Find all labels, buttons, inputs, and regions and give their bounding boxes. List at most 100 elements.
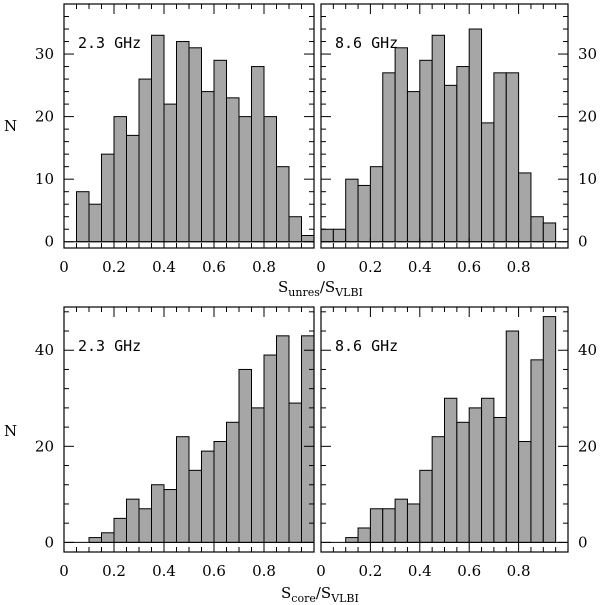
x-tick-label: 0.4 <box>408 258 432 276</box>
histogram-bar <box>88 537 102 543</box>
y-tick-label: 0 <box>44 533 54 551</box>
histogram-bar <box>301 234 315 243</box>
y-tick-label: 0 <box>578 533 588 551</box>
histogram-bar <box>163 103 177 243</box>
histogram-bar <box>357 527 371 543</box>
histogram-bar <box>151 34 165 243</box>
histogram-bar <box>530 216 544 243</box>
bottom-xlabel-sub2: VLBI <box>330 592 359 605</box>
histogram-bar <box>138 78 152 243</box>
histogram-bar <box>406 503 421 543</box>
y-tick-label: 20 <box>35 437 54 455</box>
histogram-bar <box>518 172 532 243</box>
histogram-bar <box>369 166 384 243</box>
panel-top-left: 0 0.2 0.4 0.6 0.8 0 10 20 30 2.3 GHz <box>35 3 315 276</box>
x-tick-label: 0.6 <box>202 258 226 276</box>
x-tick-label: 0 <box>59 562 69 580</box>
histogram-bar <box>444 84 458 243</box>
top-xlabel-sub1: unres <box>288 286 320 299</box>
histogram-bar <box>505 72 520 243</box>
histogram-bar <box>542 222 557 243</box>
bottom-xlabel-sub1: core <box>291 592 316 605</box>
histogram-bar <box>419 59 433 243</box>
histogram-bar <box>176 41 190 243</box>
y-tick-label: 0 <box>578 233 588 251</box>
x-tick-label: 0.4 <box>152 562 176 580</box>
y-tick-label: 10 <box>578 170 597 188</box>
histogram-bar <box>201 91 215 243</box>
histogram-bar <box>357 184 371 243</box>
histogram-bar <box>320 228 334 243</box>
histogram-bar <box>263 354 277 543</box>
histogram-bar <box>493 416 507 543</box>
x-tick-label: 0.8 <box>252 562 276 580</box>
x-tick-label: 0.2 <box>358 562 382 580</box>
histogram-bar <box>481 397 495 543</box>
bottom-xlabel: Score/SVLBI <box>281 584 359 605</box>
histogram-bar <box>263 116 277 243</box>
histogram-bar <box>288 402 302 543</box>
frequency-annotation: 2.3 GHz <box>78 337 141 355</box>
x-tick-label: 0.8 <box>507 258 531 276</box>
histogram-bar <box>251 66 265 243</box>
histogram-bar <box>188 47 202 243</box>
x-tick-label: 0.4 <box>152 258 176 276</box>
histogram-bar <box>276 335 290 543</box>
histogram-bar <box>138 508 152 543</box>
histogram-bar <box>419 469 433 543</box>
x-tick-label: 0.8 <box>507 562 531 580</box>
histogram-bar <box>394 47 408 243</box>
panel-bottom-right: 0 0.2 0.4 0.6 0.8 0 20 40 8.6 GHz <box>316 306 597 580</box>
histogram-bar <box>101 532 115 543</box>
histogram-bar <box>88 203 102 243</box>
x-tick-label: 0 <box>316 258 326 276</box>
histogram-bar <box>251 407 265 543</box>
histogram-bar <box>76 191 90 243</box>
histogram-bar <box>345 537 359 543</box>
histogram-bar <box>369 508 384 543</box>
histogram-bar <box>113 116 127 243</box>
histogram-bar <box>456 421 470 543</box>
y-tick-label: 10 <box>35 170 54 188</box>
y-tick-label: 20 <box>578 108 597 126</box>
histogram-bar <box>126 498 140 543</box>
top-ylabel: N <box>4 117 17 135</box>
histogram-bar <box>238 116 252 243</box>
histogram-bar <box>456 66 470 243</box>
histogram-bar <box>213 59 227 243</box>
histogram-bar <box>301 335 315 543</box>
y-tick-label: 30 <box>578 45 597 63</box>
frequency-annotation: 8.6 GHz <box>335 337 398 355</box>
y-tick-label: 30 <box>35 45 54 63</box>
x-tick-label: 0.6 <box>202 562 226 580</box>
y-tick-label: 0 <box>44 233 54 251</box>
histogram-bar <box>444 397 458 543</box>
histogram-bar <box>518 441 532 543</box>
panel-top-right: 0 0.2 0.4 0.6 0.8 0 10 20 30 8.6 GHz <box>316 3 597 276</box>
x-tick-label: 0.4 <box>408 562 432 580</box>
histogram-bar <box>505 330 520 543</box>
histogram-bar <box>431 34 445 243</box>
y-tick-label: 20 <box>578 437 597 455</box>
histogram-bar <box>101 153 115 243</box>
histogram-bar <box>345 178 359 243</box>
bottom-ylabel: N <box>4 422 17 440</box>
histogram-bar <box>126 134 140 243</box>
y-tick-label: 20 <box>35 108 54 126</box>
histogram-bar <box>163 489 177 543</box>
top-xlabel: Sunres/SVLBI <box>278 278 363 299</box>
histogram-bar <box>176 436 190 543</box>
histogram-bar <box>238 368 252 543</box>
x-tick-label: 0.2 <box>358 258 382 276</box>
frequency-annotation: 2.3 GHz <box>78 34 141 52</box>
histogram-bar <box>382 508 396 543</box>
histogram-bar <box>151 484 165 543</box>
histogram-bar <box>468 407 483 543</box>
top-xlabel-slash: /S <box>320 278 335 296</box>
x-tick-label: 0.2 <box>102 562 126 580</box>
histogram-bar <box>288 216 302 243</box>
histogram-bar <box>226 421 240 543</box>
histogram-bar <box>431 436 445 543</box>
y-tick-label: 40 <box>578 341 597 359</box>
